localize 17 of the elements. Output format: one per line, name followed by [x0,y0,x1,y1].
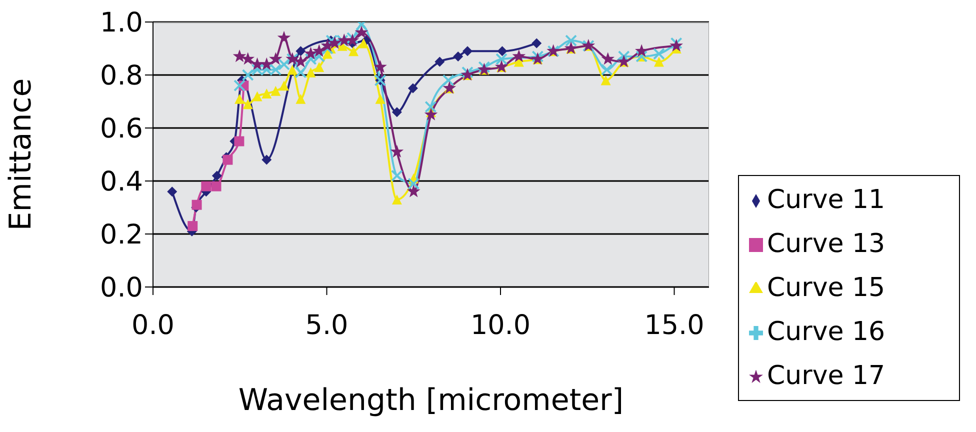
legend-label: Curve 11 [767,185,886,215]
x-tick-label: 5.0 [305,310,348,342]
x-tick-label: 10.0 [470,310,531,342]
legend-label: Curve 17 [767,361,886,391]
y-tick-label: 1.0 [100,8,143,39]
legend-label: Curve 13 [767,229,886,259]
y-tick-label: 0.8 [100,60,143,92]
y-tick-label: 0.0 [100,272,143,304]
y-tick-label: 0.6 [100,114,143,145]
legend-label: Curve 16 [767,317,886,347]
y-axis-title: Emittance [4,78,39,231]
legend-label: Curve 15 [767,273,886,303]
x-tick-label: 0.0 [132,310,174,342]
y-tick-label: 0.2 [100,220,143,251]
y-tick-label: 0.4 [100,166,143,198]
x-axis-title: Wavelength [micrometer] [238,383,624,418]
x-tick-label: 15.0 [644,310,704,342]
